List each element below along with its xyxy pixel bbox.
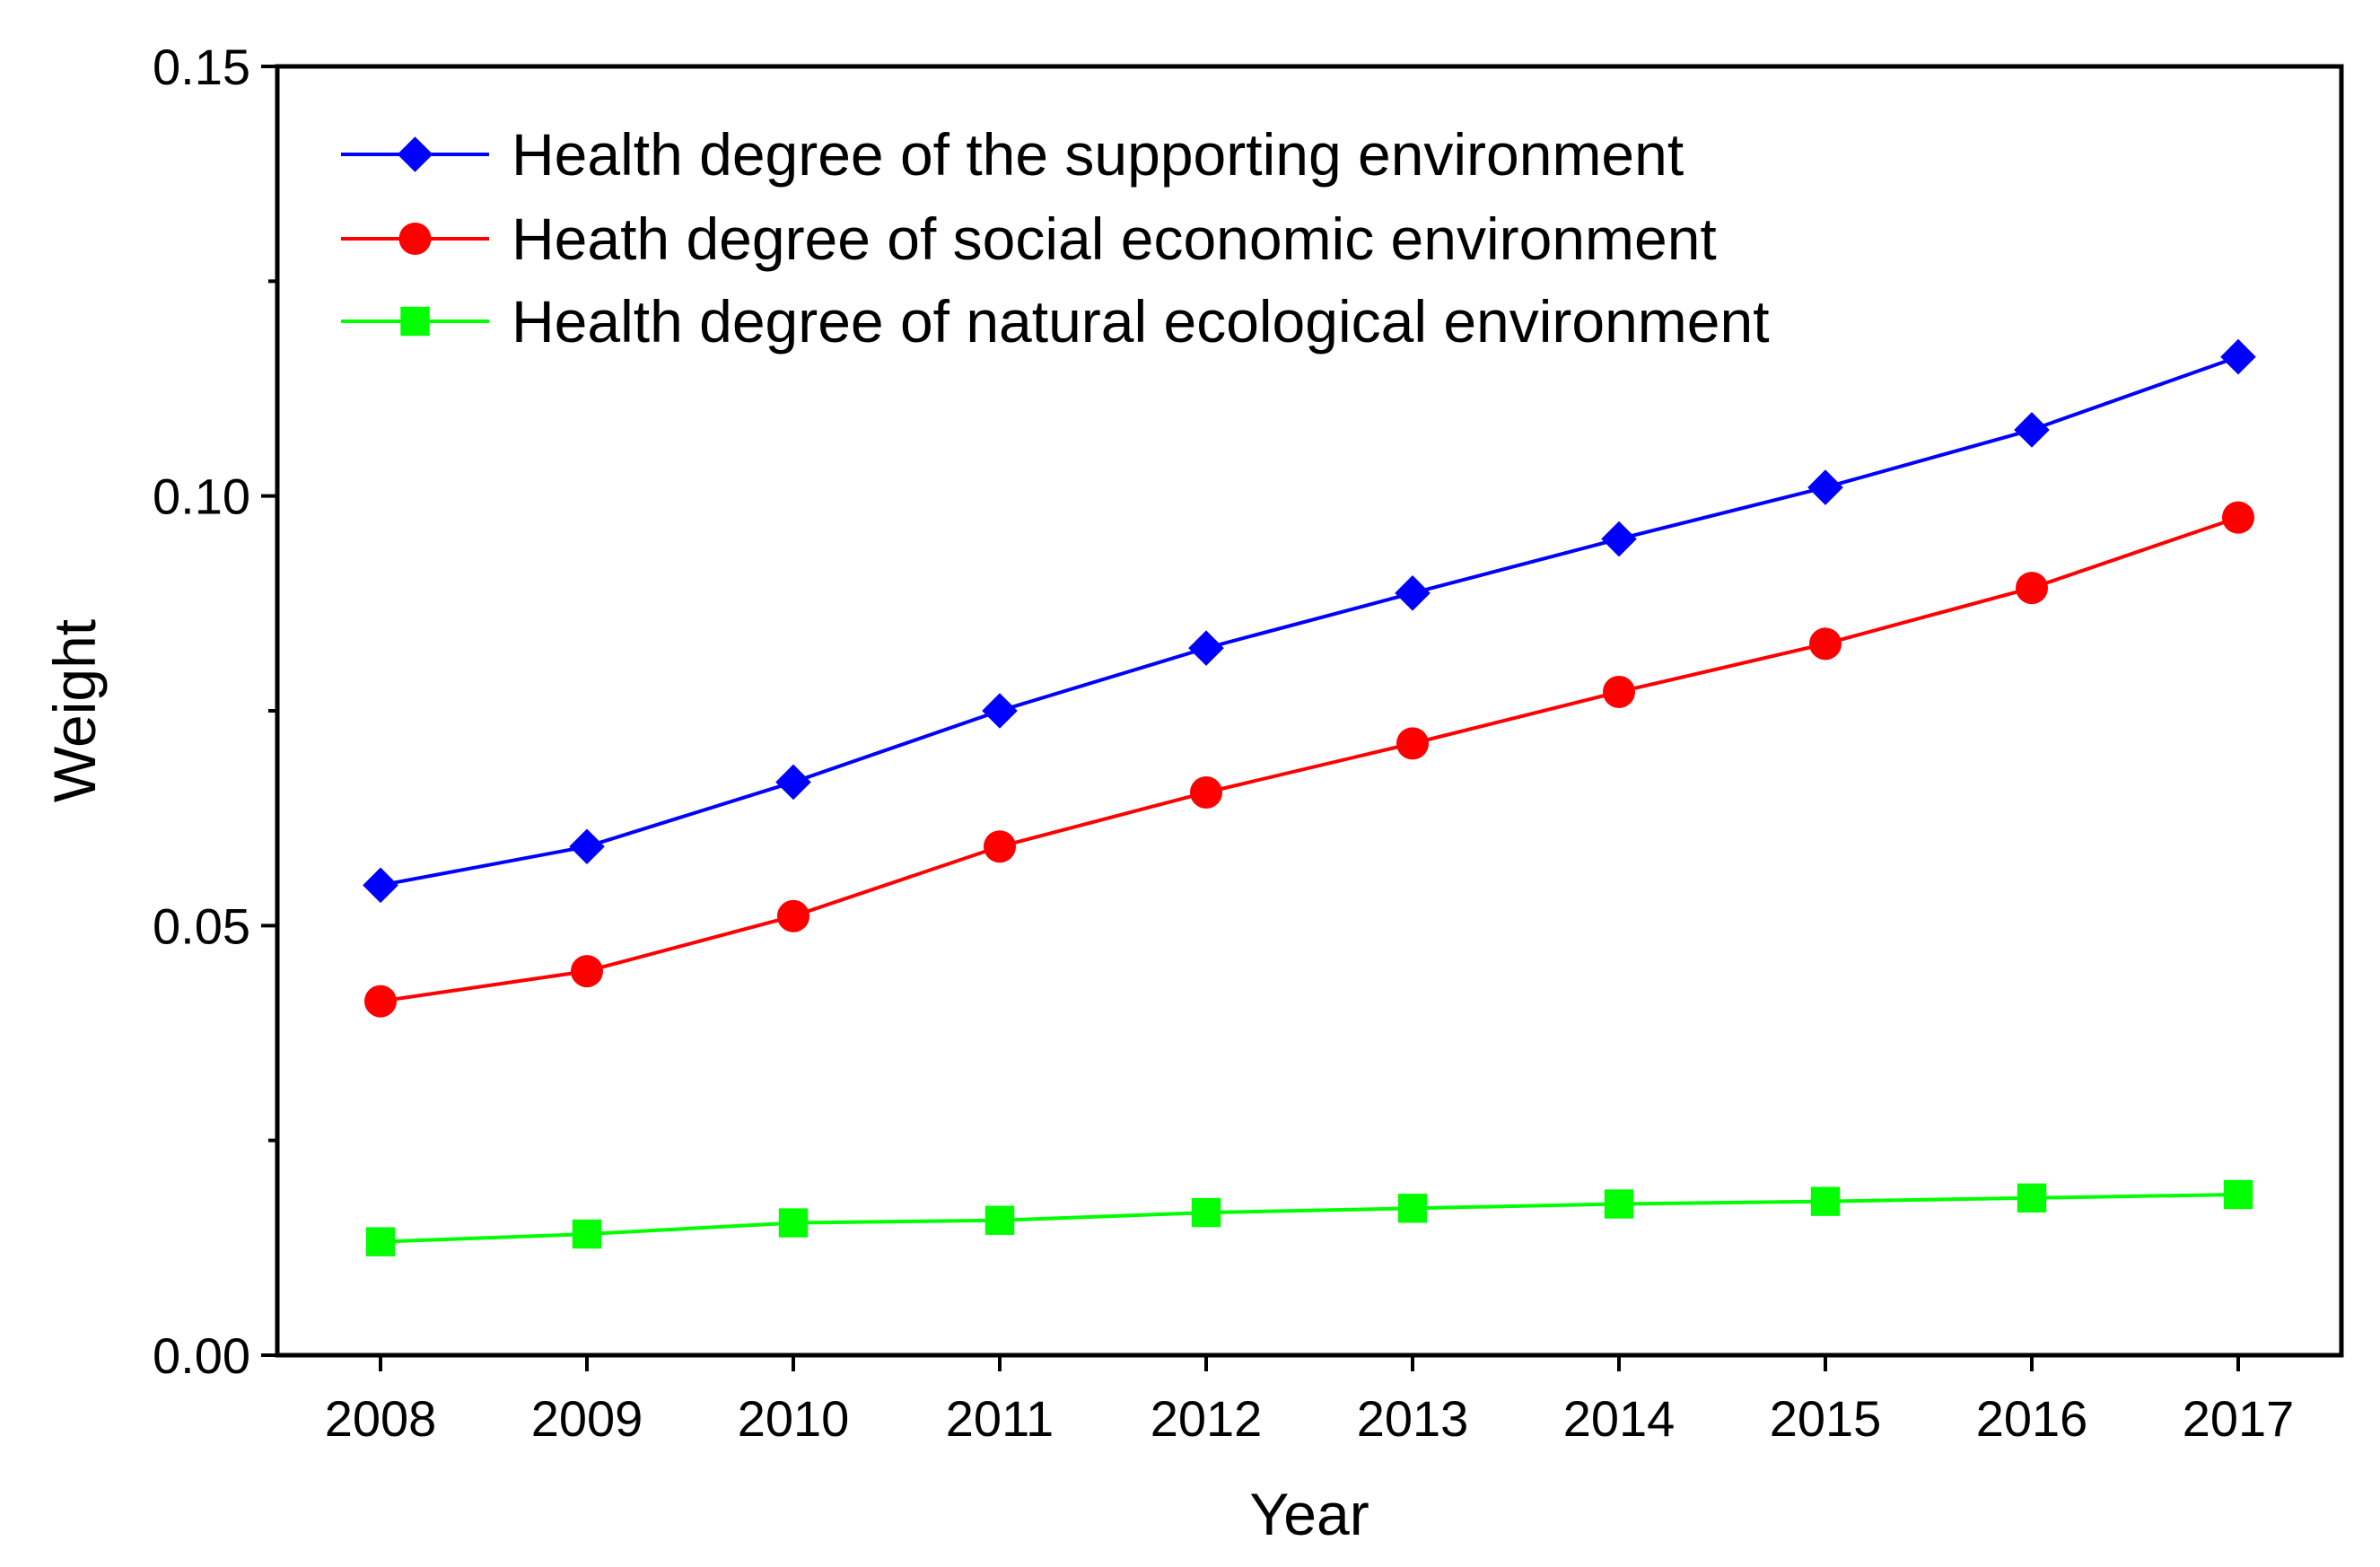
data-point-circle [398, 223, 432, 255]
data-point-circle [2016, 572, 2048, 605]
legend-entry-2: Heath degree of social economic environm… [341, 206, 1717, 272]
data-point-diamond [1601, 521, 1637, 557]
x-axis-title: Year [1249, 1481, 1369, 1547]
x-tick-label: 2009 [531, 1390, 643, 1447]
data-point-square [400, 306, 430, 337]
legend-entry-1: Health degree of the supporting environm… [341, 121, 1684, 188]
legend: Health degree of the supporting environm… [341, 121, 1770, 355]
x-tick-label: 2017 [2183, 1390, 2295, 1447]
legend-label: Heath degree of social economic environm… [512, 206, 1717, 272]
series-layer [363, 338, 2256, 1256]
x-tick-label: 2012 [1151, 1390, 1263, 1447]
data-point-square [2223, 1179, 2253, 1210]
data-point-square [1604, 1189, 1634, 1219]
data-point-square [778, 1208, 809, 1238]
data-point-diamond [569, 828, 605, 865]
legend-label: Health degree of natural ecological envi… [512, 288, 1770, 355]
series-line [380, 515, 2239, 1003]
data-point-circle [1603, 675, 1635, 708]
series-line [380, 1192, 2239, 1244]
x-tick-label: 2013 [1357, 1390, 1469, 1447]
y-tick-label: 0.00 [153, 1327, 250, 1384]
data-point-circle [1396, 727, 1429, 760]
data-point-diamond [775, 764, 811, 801]
data-point-square [1397, 1194, 1428, 1223]
y-axis-title: Weight [41, 619, 108, 802]
data-point-circle [571, 955, 603, 988]
data-point-diamond [2220, 338, 2256, 375]
y-tick-label: 0.05 [153, 897, 250, 954]
data-point-square [572, 1219, 602, 1249]
x-tick-label: 2008 [325, 1390, 437, 1447]
data-point-square [1191, 1197, 1221, 1228]
y-tick-label: 0.15 [153, 39, 250, 95]
x-tick-label: 2010 [738, 1390, 850, 1447]
data-point-circle [364, 985, 397, 1018]
data-point-square [365, 1227, 396, 1256]
axes: 2008 2009 2010 2011 2012 2013 2014 2015 2016 2017… [153, 39, 2294, 1447]
x-tick-label: 2014 [1563, 1390, 1676, 1447]
data-point-diamond [1807, 469, 1843, 505]
data-point-diamond [2014, 412, 2050, 448]
legend-entry-3: Health degree of natural ecological envi… [341, 288, 1770, 355]
data-point-diamond [1395, 575, 1431, 611]
x-tick-label: 2015 [1770, 1390, 1882, 1447]
data-point-circle [984, 830, 1016, 863]
series-1 [363, 338, 2256, 904]
data-point-circle [777, 899, 809, 932]
data-point-diamond [363, 867, 398, 904]
series-line [380, 355, 2239, 888]
data-point-diamond [982, 693, 1018, 729]
data-point-circle [2222, 501, 2254, 534]
data-point-circle [1190, 775, 1222, 809]
data-point-square [1810, 1186, 1841, 1216]
data-point-square [984, 1205, 1015, 1235]
data-point-square [2017, 1183, 2047, 1213]
series-2 [364, 501, 2254, 1018]
data-point-diamond [397, 136, 433, 172]
series-3 [365, 1179, 2253, 1256]
data-point-diamond [1188, 630, 1224, 666]
x-tick-label: 2016 [1976, 1390, 2088, 1447]
y-tick-label: 0.10 [153, 468, 250, 525]
data-point-circle [1809, 627, 1842, 661]
x-tick-label: 2011 [946, 1390, 1054, 1447]
legend-label: Health degree of the supporting environm… [512, 121, 1684, 188]
